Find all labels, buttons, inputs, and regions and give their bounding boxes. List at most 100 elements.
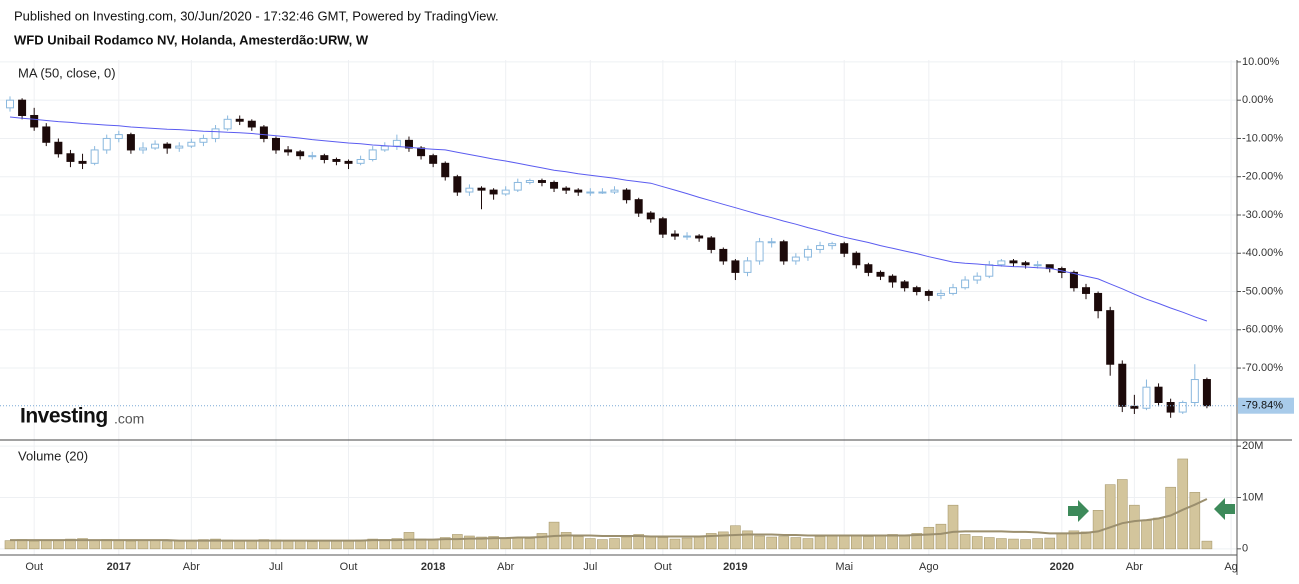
y-tick-label: -70.00%	[1242, 362, 1283, 374]
candle-body	[610, 189, 619, 193]
candle-body	[1033, 264, 1042, 267]
volume-bar	[730, 525, 741, 550]
candle-body	[332, 158, 341, 162]
volume-bar	[1201, 540, 1213, 550]
x-tick-label: Abr	[497, 561, 514, 573]
candle-body	[767, 241, 776, 244]
candle-body	[864, 264, 873, 273]
y-tick-label: 20M	[1242, 440, 1263, 452]
x-tick-label: 2018	[421, 561, 445, 573]
candle-body	[54, 141, 63, 155]
x-tick-label: Out	[654, 561, 672, 573]
candle-body	[1094, 292, 1103, 312]
volume-bar	[1141, 520, 1152, 550]
volume-bar	[1104, 484, 1116, 550]
candle-body	[235, 118, 244, 122]
candle-body	[404, 139, 413, 149]
candle-body	[1106, 310, 1115, 365]
volume-bar	[959, 534, 971, 550]
arrow-left	[1214, 498, 1235, 520]
volume-bar	[77, 538, 88, 550]
candle-body	[513, 181, 522, 191]
candle-body	[151, 143, 160, 149]
candle-body	[380, 145, 389, 151]
volume-bar	[331, 540, 342, 550]
last-value-label: -79.84%	[1242, 400, 1283, 412]
candle-body	[622, 189, 631, 201]
candle-body	[1069, 271, 1078, 289]
volume-bar	[246, 540, 258, 550]
candle-body	[368, 149, 377, 160]
volume-bar	[754, 535, 765, 550]
volume-bar	[89, 539, 100, 550]
volume-bar	[367, 538, 379, 550]
candle-body	[537, 180, 546, 183]
candle-body	[489, 189, 498, 195]
candle-body	[949, 287, 958, 294]
y-tick-label: -60.00%	[1242, 324, 1283, 336]
candle-body	[18, 99, 27, 116]
volume-bar	[935, 523, 947, 550]
symbol-title: WFD Unibail Rodamco NV, Holanda, Amester…	[14, 32, 369, 47]
candle-body	[114, 134, 123, 139]
candle-body	[900, 281, 909, 289]
volume-bar	[669, 538, 681, 550]
volume-bar	[500, 538, 511, 550]
y-tick-label: -20.00%	[1242, 171, 1283, 183]
x-tick-label: Abr	[183, 561, 200, 573]
candle-body	[6, 99, 14, 109]
volume-bar	[294, 540, 306, 550]
volume-bar	[802, 538, 814, 550]
volume-bar	[633, 534, 644, 550]
candle-body	[1142, 386, 1151, 409]
candle-body	[1178, 401, 1187, 413]
x-tick-label: Jul	[583, 561, 597, 573]
y-tick-label: 10.00%	[1242, 56, 1280, 68]
volume-bar	[1165, 486, 1176, 550]
candle-body	[816, 245, 825, 250]
volume-bar	[1129, 504, 1140, 550]
volume-bar	[1056, 533, 1068, 550]
volume-bar	[125, 540, 137, 550]
candle-body	[441, 162, 450, 178]
last-value-box	[1238, 397, 1294, 414]
candle-body	[634, 199, 643, 214]
volume-bar	[1020, 539, 1031, 550]
candle-body	[78, 160, 87, 164]
volume-bar	[778, 536, 790, 550]
volume-bar	[28, 540, 40, 550]
candle-body	[586, 191, 595, 194]
candle-body	[1154, 386, 1163, 403]
volume-bar	[1153, 517, 1164, 550]
volume-bar	[887, 534, 898, 550]
volume-bar	[65, 538, 76, 550]
candle-body	[803, 248, 812, 258]
volume-bar	[488, 536, 499, 550]
y-tick-label: -30.00%	[1242, 209, 1283, 221]
x-tick-label: Out	[25, 561, 43, 573]
published-line: Published on Investing.com, 30/Jun/2020 …	[14, 8, 499, 23]
volume-bar	[198, 539, 209, 550]
volume-bar	[1080, 531, 1092, 550]
candle-body	[828, 243, 837, 247]
candle-body	[707, 237, 716, 250]
volume-bar	[693, 535, 705, 550]
volume-bar	[234, 540, 246, 550]
candle-body	[876, 271, 885, 277]
volume-bar	[524, 538, 536, 550]
candle-body	[1166, 401, 1175, 413]
candle-body	[126, 134, 135, 151]
volume-bar	[766, 536, 777, 550]
candle-body	[453, 176, 462, 193]
volume-bar	[814, 536, 826, 550]
volume-bar	[983, 537, 995, 550]
candle-body	[598, 191, 607, 194]
volume-bar	[826, 535, 838, 550]
volume-bar	[40, 539, 52, 550]
volume-bar	[258, 539, 270, 550]
candle-body	[1190, 379, 1199, 403]
candle-body	[211, 128, 220, 139]
volume-bar	[113, 540, 125, 550]
